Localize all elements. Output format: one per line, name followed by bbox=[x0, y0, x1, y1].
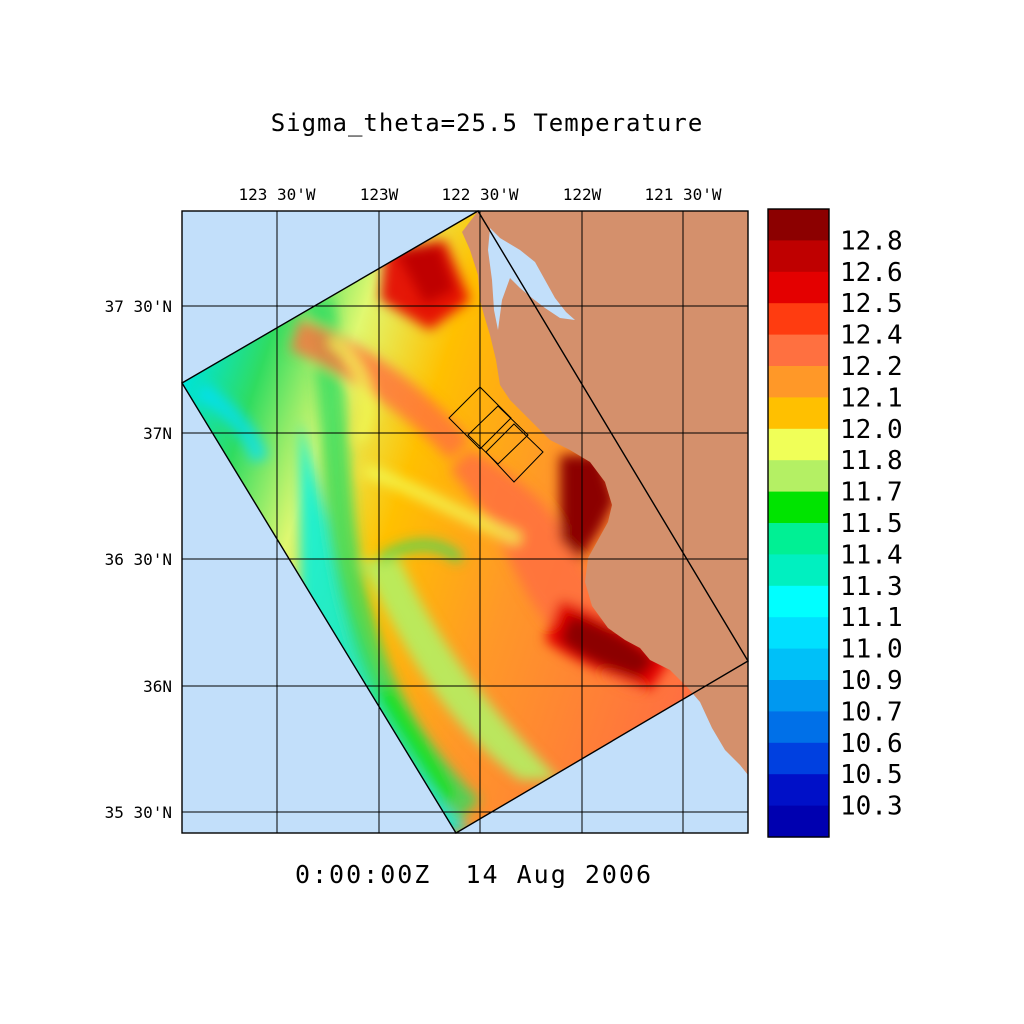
colorbar-label: 11.1 bbox=[840, 603, 903, 633]
colorbar-swatch bbox=[768, 240, 829, 273]
colorbar-label: 11.5 bbox=[840, 509, 903, 539]
longitude-labels: 123 30'W 123W 122 30'W 122W 121 30'W bbox=[238, 185, 721, 204]
graticule bbox=[182, 211, 748, 833]
map-frame bbox=[181, 210, 749, 834]
plot-title: Sigma_theta=25.5 Temperature bbox=[271, 109, 704, 137]
colorbar-swatch bbox=[768, 711, 829, 744]
colorbar: 12.812.612.512.412.212.112.011.811.711.5… bbox=[767, 208, 903, 838]
colorbar-label: 10.9 bbox=[840, 666, 903, 696]
colorbar-label: 12.5 bbox=[840, 289, 903, 319]
colorbar-label: 11.4 bbox=[840, 540, 903, 570]
colorbar-swatch bbox=[768, 742, 829, 775]
lon-label: 123W bbox=[360, 185, 399, 204]
colorbar-swatch bbox=[768, 428, 829, 461]
colorbar-label: 11.0 bbox=[840, 635, 903, 665]
colorbar-swatch bbox=[768, 209, 829, 241]
colorbar-swatch bbox=[768, 491, 829, 524]
colorbar-swatch bbox=[768, 397, 829, 430]
sf-bay bbox=[488, 228, 575, 330]
latitude-labels: 37 30'N 37N 36 30'N 36N 35 30'N bbox=[105, 297, 172, 822]
colorbar-label: 12.6 bbox=[840, 258, 903, 288]
colorbar-swatch bbox=[768, 460, 829, 493]
timestamp: 0:00:00Z 14 Aug 2006 bbox=[295, 860, 653, 889]
colorbar-label: 10.7 bbox=[840, 697, 903, 727]
colorbar-swatch bbox=[768, 648, 829, 681]
colorbar-label: 10.5 bbox=[840, 760, 903, 790]
lat-label: 35 30'N bbox=[105, 803, 172, 822]
lat-label: 36N bbox=[143, 677, 172, 696]
colorbar-label: 12.0 bbox=[840, 415, 903, 445]
colorbar-swatch bbox=[768, 680, 829, 712]
colorbar-label: 11.7 bbox=[840, 478, 903, 508]
colorbar-swatch bbox=[768, 303, 829, 336]
colorbar-swatch bbox=[768, 366, 829, 398]
lat-label: 37 30'N bbox=[105, 297, 172, 316]
lon-label: 121 30'W bbox=[644, 185, 721, 204]
lat-label: 36 30'N bbox=[105, 550, 172, 569]
colorbar-label: 11.8 bbox=[840, 446, 903, 476]
colorbar-label: 12.8 bbox=[840, 226, 903, 256]
colorbar-swatch bbox=[768, 334, 829, 367]
colorbar-label: 12.1 bbox=[840, 383, 903, 413]
colorbar-swatch bbox=[768, 271, 829, 304]
colorbar-frame bbox=[767, 208, 830, 838]
colorbar-label: 10.6 bbox=[840, 729, 903, 759]
lat-label: 37N bbox=[143, 424, 172, 443]
colorbar-swatch bbox=[768, 805, 829, 838]
lon-label: 122W bbox=[563, 185, 602, 204]
colorbar-swatch bbox=[768, 585, 829, 618]
colorbar-swatch bbox=[768, 523, 829, 555]
colorbar-label: 12.4 bbox=[840, 321, 903, 351]
colorbar-swatch bbox=[768, 617, 829, 650]
lon-label: 123 30'W bbox=[238, 185, 315, 204]
colorbar-swatch bbox=[768, 554, 829, 587]
colorbar-label: 10.3 bbox=[840, 792, 903, 822]
lon-label: 122 30'W bbox=[441, 185, 518, 204]
colorbar-swatch bbox=[768, 774, 829, 807]
colorbar-label: 11.3 bbox=[840, 572, 903, 602]
colorbar-swatches bbox=[768, 209, 829, 838]
land-coastline bbox=[462, 211, 748, 775]
map-panel: 123 30'W 123W 122 30'W 122W 121 30'W 37 … bbox=[105, 185, 749, 834]
colorbar-label: 12.2 bbox=[840, 352, 903, 382]
colorbar-labels: 12.812.612.512.412.212.112.011.811.711.5… bbox=[840, 226, 903, 821]
